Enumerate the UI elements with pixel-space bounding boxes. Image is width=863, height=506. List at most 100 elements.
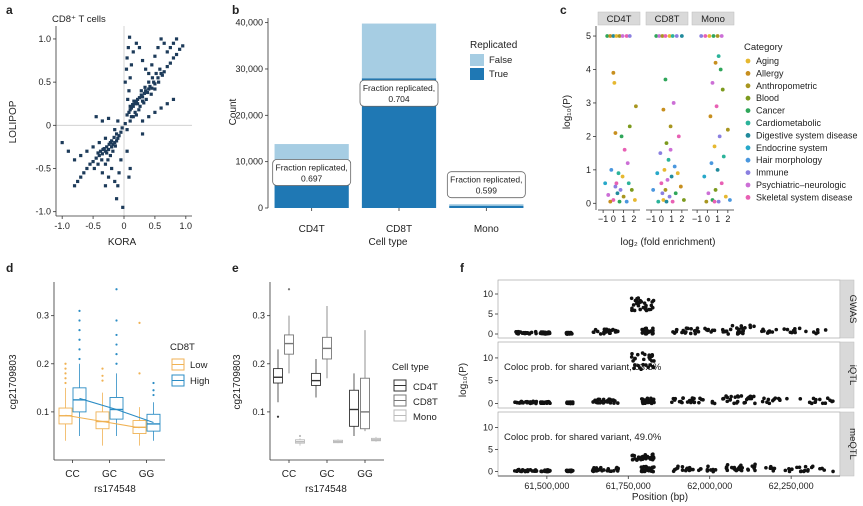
chart-a-point [134,99,138,103]
chart-f-point [684,326,689,330]
chart-c-legend-swatch [745,170,751,176]
chart-a-point [126,45,130,50]
chart-f-point [534,331,538,336]
chart-a-point [147,87,151,91]
chart-a-xtick-label: 0 [121,221,126,231]
chart-a-point [113,179,117,184]
chart-f-point [726,332,730,336]
chart-c-ytick-label: 5 [586,31,591,41]
chart-a-point [181,44,185,48]
chart-a-point [136,102,140,106]
chart-a-point [125,113,129,117]
chart-c-point [664,199,669,204]
chart-f-point [691,467,695,472]
chart-d-high-box [109,397,124,420]
chart-c-point [712,199,717,204]
chart-a-point [152,80,156,84]
chart-f-point [817,397,822,402]
chart-d-low-outlier [138,372,141,375]
chart-b-annotation-line2: 0.697 [301,174,323,184]
chart-a-point [150,76,155,80]
chart-f-strip-label: meQTL [847,428,858,460]
chart-c-xtick-label: 2 [631,214,636,224]
chart-c-point [663,188,668,192]
chart-c-point [710,80,715,85]
panel-label-e: e [232,261,239,275]
chart-a-point [129,106,134,110]
chart-f-point [712,401,717,406]
chart-d-low-outlier [64,367,67,370]
chart-c-xtick-label: 1 [621,214,626,224]
chart-a-point [94,115,98,119]
chart-f-point [705,467,710,472]
chart-f-point [566,468,570,473]
chart-d-high-outlier [152,393,155,397]
chart-a-point [127,110,131,114]
chart-f-point [753,401,757,406]
chart-f-point [828,398,832,403]
chart-c-point [673,191,678,196]
chart-a-point [134,41,138,45]
chart-f-point [651,326,655,331]
chart-f-peak-point [633,363,637,367]
chart-f-point [539,469,544,474]
chart-a-point [72,184,77,188]
chart-c-point [621,194,626,199]
chart-a-point [171,41,176,45]
chart-f-point [688,331,693,336]
chart-c-point [671,101,676,105]
chart-c-point [661,198,666,202]
chart-f-point [648,398,652,403]
chart-b-legend-title: Replicated [470,40,517,51]
chart-d-legend-high: High [190,376,210,387]
chart-f-peak-point [629,296,634,301]
chart-e-legend-cd8t: CD8T [413,397,438,408]
chart-a-title: CD8⁺ T cells [52,14,106,25]
chart-a-point [94,156,98,160]
chart-f-peak-point [646,365,650,370]
chart-a-point [123,121,127,126]
chart-f-point [608,401,613,405]
chart-a-xtick-label: 1.0 [180,221,193,231]
chart-d-ylabel: cg21709803 [8,354,19,409]
chart-a-point [153,110,157,114]
chart-f-point [762,396,766,401]
chart-f-point [517,330,522,334]
chart-d-high-outlier [78,357,81,361]
chart-c-point [725,127,730,132]
chart-a-ytick-label: 1.0 [38,34,51,44]
chart-a-point [142,91,146,95]
chart-a-point [140,99,145,103]
chart-a-point [72,158,77,162]
chart-c-point [716,54,721,59]
chart-b-xtick-label: CD4T [299,224,325,235]
chart-f-peak-point [640,351,645,355]
chart-a-point [105,151,109,155]
chart-a-point [85,166,89,171]
chart-a-point [119,130,123,134]
chart-b-ytick-label: 30,000 [235,64,263,74]
chart-d-high-outlier [78,329,81,332]
chart-f-point [725,399,730,404]
chart-a-point [96,162,100,166]
chart-f-point [514,329,518,334]
chart-f-point [774,327,779,332]
chart-f-point [526,331,530,335]
chart-f-point [591,400,595,404]
chart-c-point [634,104,638,109]
chart-f-point [740,330,744,335]
chart-a-point [137,108,141,112]
chart-c-point [669,174,674,179]
chart-c-point [613,184,618,189]
chart-c-point [625,161,630,166]
chart-c-point [620,34,625,38]
chart-d-high-outlier [115,362,118,365]
chart-b-legend-swatch-false [470,54,484,66]
chart-a-point [116,119,120,123]
chart-f-point [529,330,534,335]
chart-f-point [598,400,602,405]
chart-f-point [680,468,685,472]
chart-c-point [715,167,720,172]
chart-a-point [100,152,104,156]
chart-c-point [667,194,672,199]
